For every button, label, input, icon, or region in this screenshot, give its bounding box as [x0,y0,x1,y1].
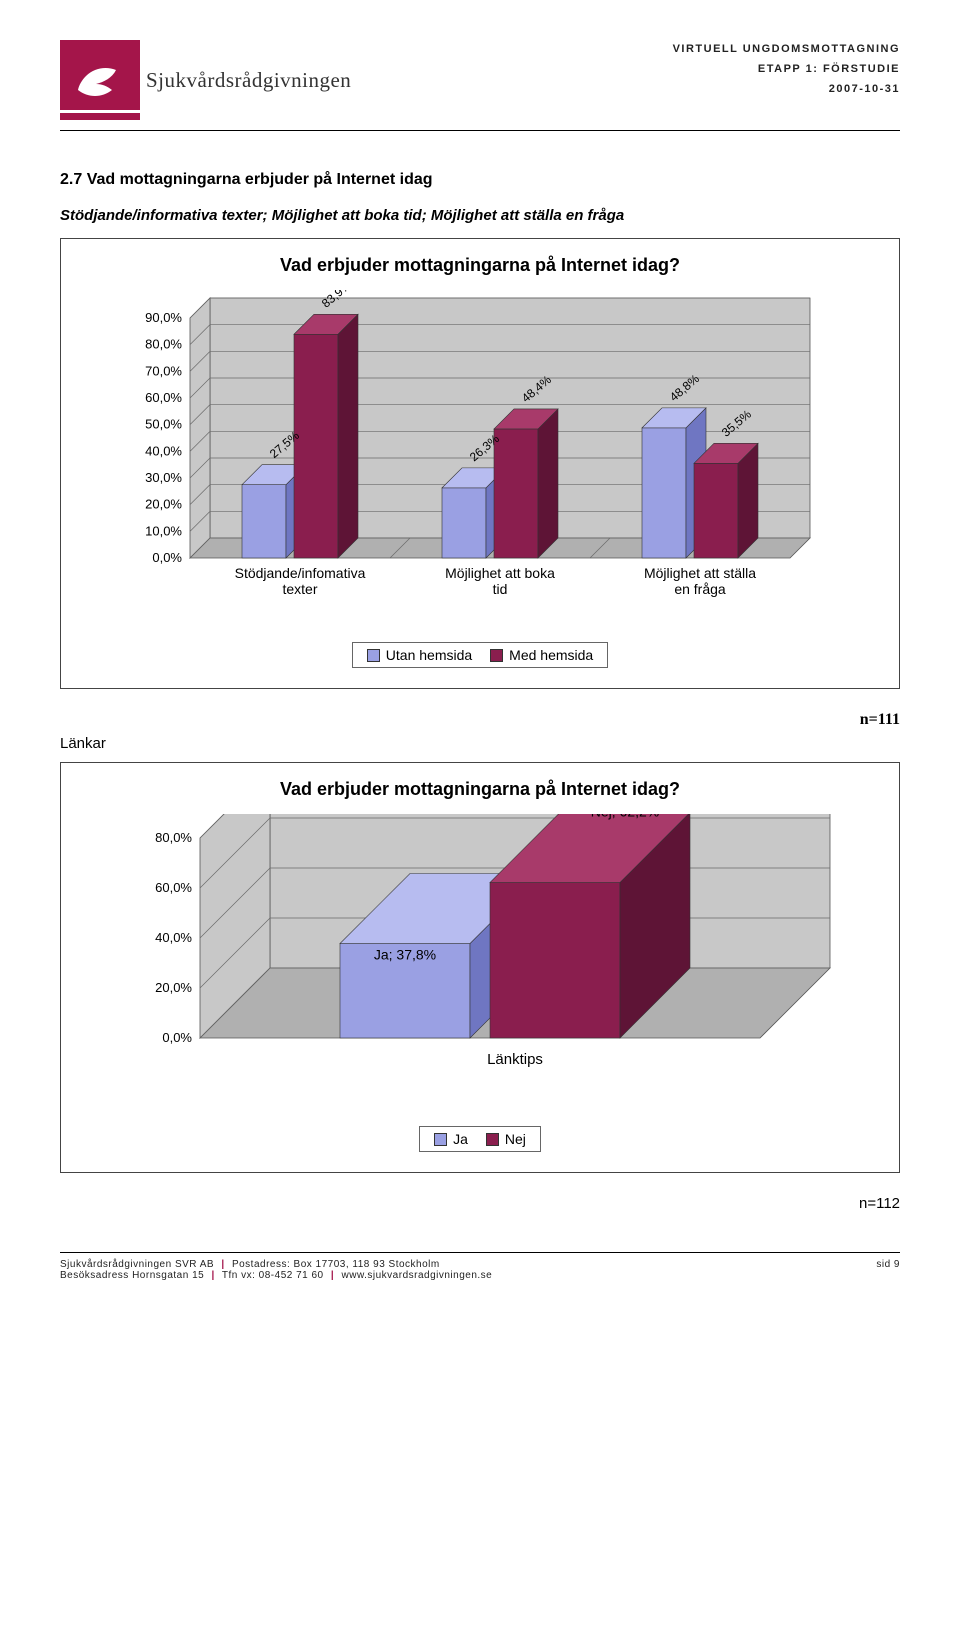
chart2-legend: Ja Nej [81,1126,879,1152]
legend2-label-1: Ja [453,1131,468,1147]
brand-logo [60,40,140,120]
legend2-item-1: Ja [434,1131,468,1147]
header-meta: VIRTUELL UNGDOMSMOTTAGNING ETAPP 1: FÖRS… [673,40,900,99]
n-label-2: n=112 [60,1195,900,1212]
page-header: Sjukvårdsrådgivningen VIRTUELL UNGDOMSMO… [60,40,900,120]
svg-text:70,0%: 70,0% [145,363,182,378]
svg-text:Möjlighet att boka: Möjlighet att boka [445,565,555,581]
legend-label-1: Utan hemsida [386,647,472,663]
svg-text:20,0%: 20,0% [145,497,182,512]
footer-divider [60,1252,900,1253]
svg-text:60,0%: 60,0% [145,390,182,405]
brand-name: Sjukvårdsrådgivningen [146,68,351,93]
links-label: Länkar [60,735,900,752]
footer-left: Sjukvårdsrådgivningen SVR AB | Postadres… [60,1259,492,1281]
svg-text:80,0%: 80,0% [145,337,182,352]
svg-text:Stödjande/infomativa: Stödjande/infomativa [235,565,366,581]
legend2-swatch-1 [434,1133,447,1146]
legend-swatch-2 [490,649,503,662]
svg-text:Länktips: Länktips [487,1051,543,1068]
svg-text:10,0%: 10,0% [145,523,182,538]
svg-text:30,0%: 30,0% [145,470,182,485]
brand-logo-area: Sjukvårdsrådgivningen [60,40,351,120]
svg-text:50,0%: 50,0% [145,417,182,432]
logo-svg [60,40,140,120]
svg-text:40,0%: 40,0% [155,930,192,945]
n-label-1: n=111 [60,711,900,729]
svg-text:40,0%: 40,0% [145,443,182,458]
chart2-svg: 0,0% 20,0% 40,0% 60,0% 80,0% Ja; 37,8% Nej; 62… [100,814,860,1114]
page-footer: Sjukvårdsrådgivningen SVR AB | Postadres… [60,1259,900,1281]
legend-label-2: Med hemsida [509,647,593,663]
svg-text:80,0%: 80,0% [155,830,192,845]
svg-text:texter: texter [282,581,317,597]
section-subheading: Stödjande/informativa texter; Möjlighet … [60,207,900,224]
svg-text:0,0%: 0,0% [152,550,182,565]
svg-text:Möjlighet att ställa: Möjlighet att ställa [644,565,756,581]
footer-page: sid 9 [876,1259,900,1281]
header-divider [60,130,900,131]
chart2-title: Vad erbjuder mottagningarna på Internet … [81,779,879,800]
header-meta-line3: 2007-10-31 [673,80,900,100]
footer-1a: Sjukvårdsrådgivningen SVR AB [60,1259,214,1270]
chart1-container: Vad erbjuder mottagningarna på Internet … [60,238,900,689]
legend2-label-2: Nej [505,1131,526,1147]
chart1-svg: 0,0% 10,0% 20,0% 30,0% 40,0% 50,0% 60,0% 70,0% 8… [100,290,860,630]
svg-text:0,0%: 0,0% [162,1030,192,1045]
chart1-legend: Utan hemsida Med hemsida [81,642,879,668]
footer-sep-icon: | [217,1259,228,1270]
svg-text:60,0%: 60,0% [155,880,192,895]
chart2-container: Vad erbjuder mottagningarna på Internet … [60,762,900,1173]
legend2-swatch-2 [486,1133,499,1146]
legend-item-2: Med hemsida [490,647,593,663]
legend2-item-2: Nej [486,1131,526,1147]
header-meta-line2: ETAPP 1: FÖRSTUDIE [673,60,900,80]
header-meta-line1: VIRTUELL UNGDOMSMOTTAGNING [673,40,900,60]
footer-sep-icon: | [327,1270,338,1281]
footer-2c: www.sjukvardsradgivningen.se [342,1270,493,1281]
svg-text:Nej; 62,2%: Nej; 62,2% [591,814,659,820]
section-heading: 2.7 Vad mottagningarna erbjuder på Inter… [60,171,900,189]
svg-text:tid: tid [493,581,508,597]
legend-item-1: Utan hemsida [367,647,472,663]
chart1-title: Vad erbjuder mottagningarna på Internet … [81,255,879,276]
footer-2a: Besöksadress Hornsgatan 15 [60,1270,204,1281]
svg-text:Ja; 37,8%: Ja; 37,8% [374,947,436,963]
footer-1b: Postadress: Box 17703, 118 93 Stockholm [232,1259,440,1270]
footer-2b: Tfn vx: 08-452 71 60 [222,1270,324,1281]
legend-swatch-1 [367,649,380,662]
svg-text:en fråga: en fråga [674,581,726,597]
svg-text:90,0%: 90,0% [145,310,182,325]
footer-sep-icon: | [207,1270,218,1281]
svg-text:20,0%: 20,0% [155,980,192,995]
